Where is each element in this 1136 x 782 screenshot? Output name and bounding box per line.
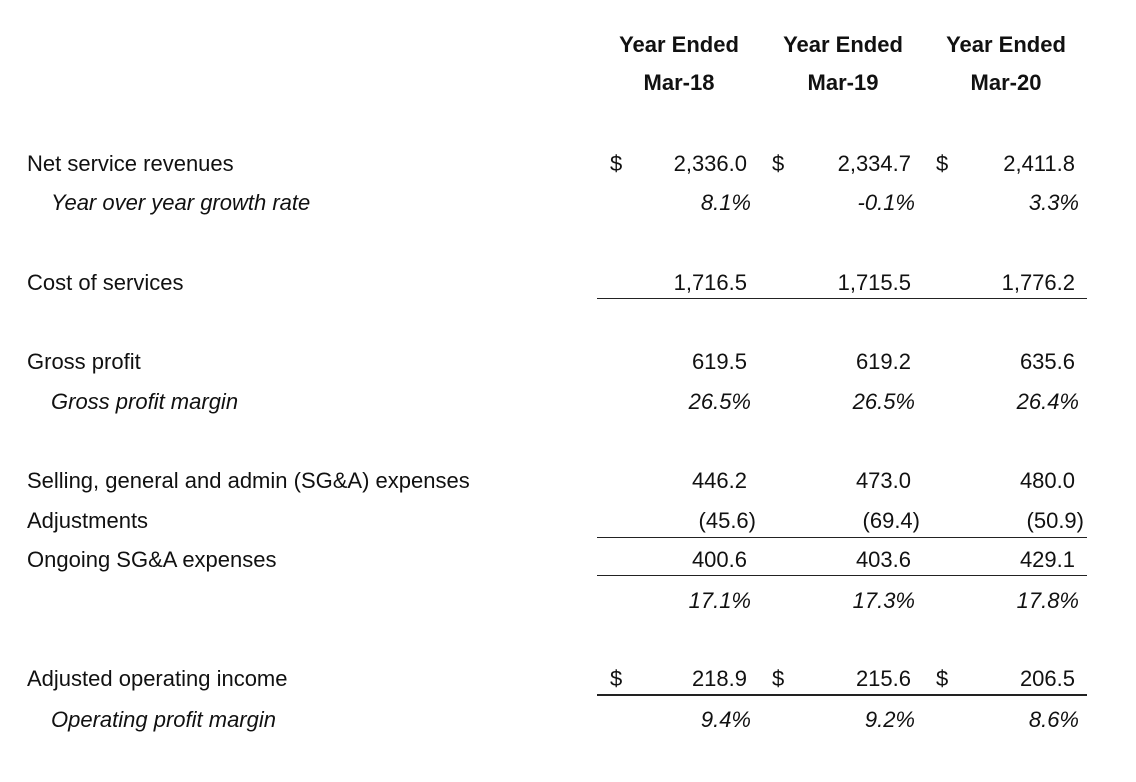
value-ongoing-sga-pct-mar18: 17.1% bbox=[688, 588, 751, 613]
value-cost-of-services-mar18: 1,716.5 bbox=[673, 270, 747, 295]
value-net-service-revenues-mar18: 2,336.0 bbox=[673, 151, 747, 176]
col-header-3-line1: Year Ended bbox=[946, 32, 1066, 57]
value-yoy-growth-mar19: -0.1% bbox=[857, 190, 915, 215]
value-adjustments-mar20: (50.9) bbox=[1026, 508, 1084, 533]
value-operating-profit-margin-mar18: 9.4% bbox=[700, 707, 751, 732]
value-sga-expenses-mar20: 480.0 bbox=[1019, 468, 1075, 493]
row-label-sga-expenses: Selling, general and admin (SG&A) expens… bbox=[27, 468, 470, 493]
subtotal-rule bbox=[597, 298, 1087, 299]
row-label-adjustments: Adjustments bbox=[27, 508, 149, 533]
row-label-ongoing-sga: Ongoing SG&A expenses bbox=[27, 547, 277, 572]
value-sga-expenses-mar18: 446.2 bbox=[691, 468, 747, 493]
value-gross-profit-margin-mar19: 26.5% bbox=[852, 389, 915, 414]
value-gross-profit-margin-mar20: 26.4% bbox=[1016, 389, 1079, 414]
subtotal-rule bbox=[597, 537, 1087, 538]
value-adjustments-mar19: (69.4) bbox=[862, 508, 920, 533]
value-adjusted-operating-income-mar19: 215.6 bbox=[855, 666, 911, 691]
value-adjusted-operating-income-mar20: 206.5 bbox=[1019, 666, 1075, 691]
value-operating-profit-margin-mar20: 8.6% bbox=[1028, 707, 1079, 732]
value-net-service-revenues-mar20: 2,411.8 bbox=[1003, 151, 1075, 176]
subtotal-rule bbox=[597, 575, 1087, 576]
value-yoy-growth-mar18: 8.1% bbox=[700, 190, 751, 215]
value-ongoing-sga-mar18: 400.6 bbox=[691, 547, 747, 572]
value-ongoing-sga-mar20: 429.1 bbox=[1019, 547, 1075, 572]
value-ongoing-sga-mar19: 403.6 bbox=[855, 547, 911, 572]
row-label-gross-profit: Gross profit bbox=[27, 349, 141, 374]
value-gross-profit-mar19: 619.2 bbox=[855, 349, 911, 374]
row-label-adjusted-operating-income: Adjusted operating income bbox=[27, 666, 288, 691]
col-header-1-line1: Year Ended bbox=[619, 32, 739, 57]
row-label-yoy-growth: Year over year growth rate bbox=[51, 190, 311, 215]
value-adjusted-operating-income-mar18: 218.9 bbox=[691, 666, 747, 691]
value-gross-profit-margin-mar18: 26.5% bbox=[688, 389, 751, 414]
col-header-2-line2: Mar-19 bbox=[807, 70, 879, 95]
col-header-3-line2: Mar-20 bbox=[970, 70, 1042, 95]
currency-symbol: $ bbox=[610, 666, 623, 691]
currency-symbol: $ bbox=[772, 151, 785, 176]
col-header-1-line2: Mar-18 bbox=[643, 70, 715, 95]
value-cost-of-services-mar19: 1,715.5 bbox=[837, 270, 911, 295]
row-label-operating-profit-margin: Operating profit margin bbox=[51, 707, 276, 732]
value-adjustments-mar18: (45.6) bbox=[698, 508, 756, 533]
value-gross-profit-mar18: 619.5 bbox=[691, 349, 747, 374]
row-label-net-service-revenues: Net service revenues bbox=[27, 151, 234, 176]
row-label-gross-profit-margin: Gross profit margin bbox=[51, 389, 239, 414]
currency-symbol: $ bbox=[936, 151, 949, 176]
value-operating-profit-margin-mar19: 9.2% bbox=[864, 707, 915, 732]
value-yoy-growth-mar20: 3.3% bbox=[1028, 190, 1079, 215]
row-label-cost-of-services: Cost of services bbox=[27, 270, 184, 295]
col-header-2-line1: Year Ended bbox=[783, 32, 903, 57]
currency-symbol: $ bbox=[936, 666, 949, 691]
currency-symbol: $ bbox=[772, 666, 785, 691]
value-cost-of-services-mar20: 1,776.2 bbox=[1001, 270, 1075, 295]
currency-symbol: $ bbox=[610, 151, 623, 176]
value-gross-profit-mar20: 635.6 bbox=[1019, 349, 1075, 374]
total-rule bbox=[597, 694, 1087, 696]
value-sga-expenses-mar19: 473.0 bbox=[855, 468, 911, 493]
value-net-service-revenues-mar19: 2,334.7 bbox=[837, 151, 911, 176]
value-ongoing-sga-pct-mar20: 17.8% bbox=[1016, 588, 1079, 613]
value-ongoing-sga-pct-mar19: 17.3% bbox=[852, 588, 915, 613]
